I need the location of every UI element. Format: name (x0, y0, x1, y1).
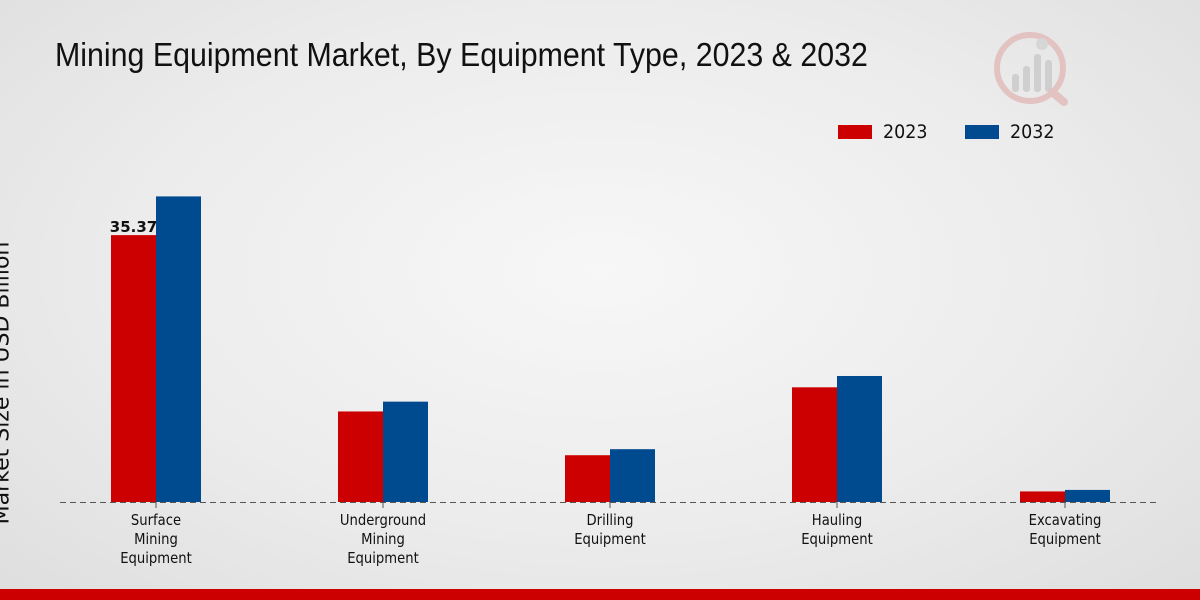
x-tick-label-line: Equipment (1029, 531, 1101, 548)
legend-item-2023[interactable]: 2023 (838, 121, 931, 143)
x-tick-label-line: Hauling (812, 512, 862, 529)
bottom-accent-bar (0, 589, 1200, 600)
x-tick-label-4: Excavating Equipment (1029, 512, 1102, 548)
bar-2023-2 (565, 455, 610, 502)
x-tick-label-1: Underground Mining Equipment (340, 512, 426, 567)
bar-2023-1 (338, 411, 383, 502)
x-tick-label-2: Drilling Equipment (574, 512, 646, 548)
x-tick-label-line: Equipment (347, 550, 419, 567)
x-tick-label-line: Excavating (1029, 512, 1102, 529)
bar-2023-0 (111, 235, 156, 502)
x-tick-label-line: Mining (361, 531, 405, 548)
x-tick-label-line: Underground (340, 512, 426, 529)
bar-2032-0 (156, 196, 201, 502)
x-tick-label-line: Mining (134, 531, 178, 548)
x-tick-label-line: Equipment (120, 550, 192, 567)
bar-2023-4 (1020, 491, 1065, 502)
legend: 2023 2032 (838, 121, 1093, 143)
x-tick-label-line: Equipment (801, 531, 873, 548)
legend-swatch-2032 (965, 125, 1000, 139)
x-tick-label-3: Hauling Equipment (801, 512, 873, 548)
x-tick-label-line: Equipment (574, 531, 646, 548)
legend-swatch-2023 (838, 125, 872, 139)
x-tick-label-0: Surface Mining Equipment (120, 512, 192, 567)
bar-2023-3 (792, 387, 837, 502)
legend-label-2023: 2023 (883, 121, 928, 143)
watermark-logo-icon (994, 32, 1068, 106)
chart-title: Mining Equipment Market, By Equipment Ty… (55, 36, 868, 73)
x-tick-label-line: Surface (131, 512, 181, 529)
data-label-0: 35.37 (110, 218, 157, 236)
bar-2032-1 (383, 401, 428, 502)
legend-item-2032[interactable]: 2032 (965, 121, 1058, 143)
x-tick-label-line: Drilling (587, 512, 634, 529)
legend-label-2032: 2032 (1010, 121, 1055, 143)
bar-2032-4 (1065, 489, 1110, 502)
bar-2032-3 (837, 375, 882, 502)
bar-2032-2 (610, 449, 655, 502)
